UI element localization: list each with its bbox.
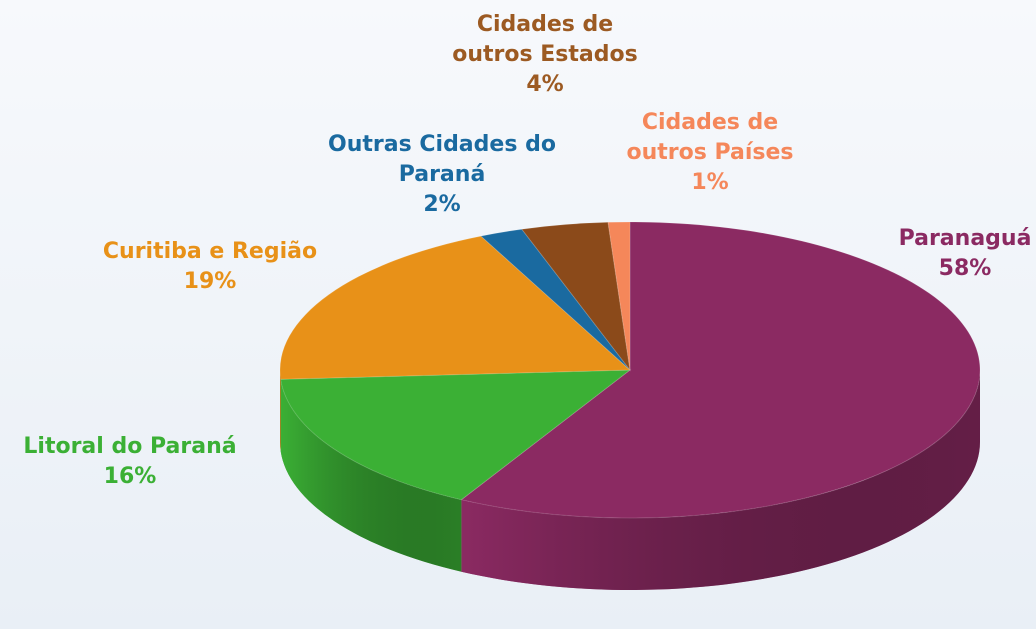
slice-label: Cidades de outros Países 1% — [610, 108, 810, 198]
slice-label: Litoral do Paraná 16% — [0, 432, 280, 492]
slice-label: Curitiba e Região 19% — [60, 237, 360, 297]
slice-side-shade — [280, 379, 462, 572]
slice — [520, 221, 631, 372]
slice-label: Outras Cidades do Paraná 2% — [322, 130, 562, 220]
slice-top — [460, 221, 981, 519]
slice-label: Cidades de outros Estados 4% — [435, 10, 655, 100]
value-label: 1% — [691, 170, 729, 195]
slice-top — [280, 369, 632, 501]
slice-side-shade — [280, 370, 281, 452]
slice — [479, 228, 631, 371]
slice-top — [520, 221, 631, 372]
slice-label: Paranaguá 58% — [890, 224, 1036, 284]
category-name: Litoral do Paraná — [23, 434, 237, 459]
slice — [279, 235, 632, 452]
value-label: 16% — [103, 464, 157, 489]
value-label: 19% — [183, 269, 237, 294]
slice — [280, 369, 632, 572]
category-name: Paranaguá — [898, 226, 1032, 251]
category-name: Cidades de outros Países — [626, 110, 794, 165]
value-label: 2% — [423, 192, 461, 217]
slice-top — [607, 221, 631, 371]
slice-top — [479, 228, 631, 371]
slice — [460, 221, 981, 590]
slice — [607, 221, 631, 371]
value-label: 4% — [526, 72, 564, 97]
category-name: Curitiba e Região — [102, 239, 318, 264]
slice-side-shade — [461, 370, 980, 590]
category-name: Cidades de outros Estados — [452, 12, 638, 67]
slice-top — [279, 235, 632, 380]
category-name: Outras Cidades do Paraná — [328, 132, 556, 187]
value-label: 58% — [938, 256, 992, 281]
